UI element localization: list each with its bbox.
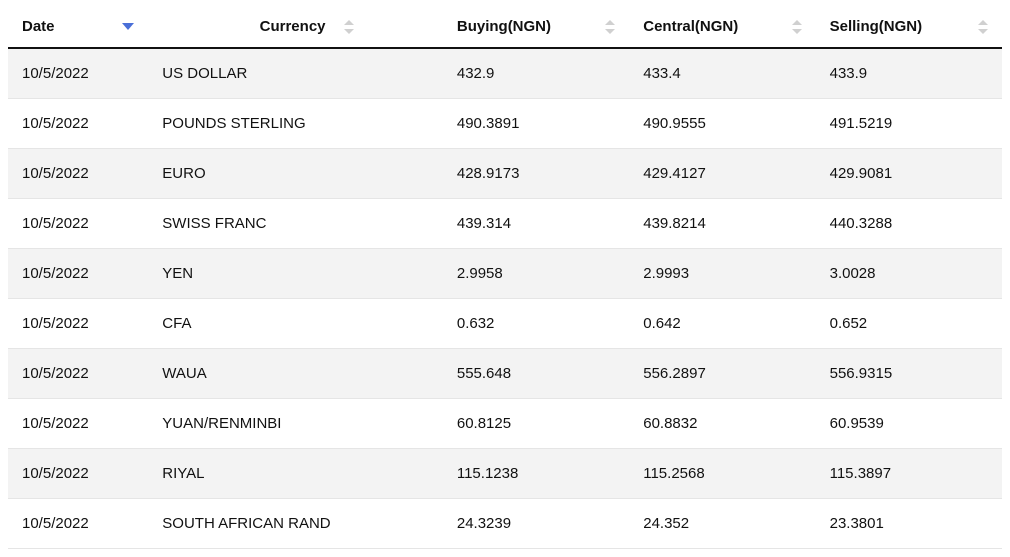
cell-currency: EURO (148, 149, 443, 199)
col-header-currency[interactable]: Currency (148, 8, 443, 48)
cell-currency: YUAN/RENMINBI (148, 399, 443, 449)
cell-currency: RIYAL (148, 449, 443, 499)
cell-selling: 0.652 (816, 299, 1002, 349)
cell-date: 10/5/2022 (8, 299, 148, 349)
table-row: 10/5/2022 POUNDS STERLING 490.3891 490.9… (8, 99, 1002, 149)
cell-selling: 3.0028 (816, 249, 1002, 299)
exchange-rates-table: Date Currency Buying(NGN) Cent (8, 8, 1002, 549)
col-header-selling[interactable]: Selling(NGN) (816, 8, 1002, 48)
table-row: 10/5/2022 YUAN/RENMINBI 60.8125 60.8832 … (8, 399, 1002, 449)
cell-currency: SOUTH AFRICAN RAND (148, 499, 443, 549)
cell-central: 24.352 (629, 499, 815, 549)
cell-date: 10/5/2022 (8, 48, 148, 99)
table-row: 10/5/2022 SOUTH AFRICAN RAND 24.3239 24.… (8, 499, 1002, 549)
table-row: 10/5/2022 YEN 2.9958 2.9993 3.0028 (8, 249, 1002, 299)
cell-buying: 0.632 (443, 299, 629, 349)
cell-central: 0.642 (629, 299, 815, 349)
cell-currency: POUNDS STERLING (148, 99, 443, 149)
cell-buying: 555.648 (443, 349, 629, 399)
sort-icon (605, 20, 615, 34)
col-header-label: Buying(NGN) (457, 18, 551, 35)
table-header-row: Date Currency Buying(NGN) Cent (8, 8, 1002, 48)
col-header-label: Selling(NGN) (830, 18, 923, 35)
cell-currency: SWISS FRANC (148, 199, 443, 249)
table-row: 10/5/2022 WAUA 555.648 556.2897 556.9315 (8, 349, 1002, 399)
cell-buying: 432.9 (443, 48, 629, 99)
cell-central: 2.9993 (629, 249, 815, 299)
sort-icon (792, 20, 802, 34)
cell-currency: US DOLLAR (148, 48, 443, 99)
cell-buying: 439.314 (443, 199, 629, 249)
cell-central: 60.8832 (629, 399, 815, 449)
table-row: 10/5/2022 RIYAL 115.1238 115.2568 115.38… (8, 449, 1002, 499)
sort-icon (344, 20, 354, 34)
cell-date: 10/5/2022 (8, 199, 148, 249)
cell-central: 429.4127 (629, 149, 815, 199)
cell-selling: 23.3801 (816, 499, 1002, 549)
table-row: 10/5/2022 US DOLLAR 432.9 433.4 433.9 (8, 48, 1002, 99)
cell-currency: YEN (148, 249, 443, 299)
sort-desc-icon (122, 23, 134, 30)
sort-icon (978, 20, 988, 34)
cell-buying: 60.8125 (443, 399, 629, 449)
cell-central: 115.2568 (629, 449, 815, 499)
cell-date: 10/5/2022 (8, 149, 148, 199)
cell-date: 10/5/2022 (8, 449, 148, 499)
cell-central: 490.9555 (629, 99, 815, 149)
cell-selling: 115.3897 (816, 449, 1002, 499)
cell-selling: 556.9315 (816, 349, 1002, 399)
cell-date: 10/5/2022 (8, 99, 148, 149)
col-header-buying[interactable]: Buying(NGN) (443, 8, 629, 48)
cell-buying: 115.1238 (443, 449, 629, 499)
col-header-date[interactable]: Date (8, 8, 148, 48)
cell-central: 433.4 (629, 48, 815, 99)
cell-selling: 433.9 (816, 48, 1002, 99)
table-row: 10/5/2022 SWISS FRANC 439.314 439.8214 4… (8, 199, 1002, 249)
cell-date: 10/5/2022 (8, 349, 148, 399)
cell-selling: 429.9081 (816, 149, 1002, 199)
cell-date: 10/5/2022 (8, 249, 148, 299)
cell-central: 439.8214 (629, 199, 815, 249)
cell-currency: CFA (148, 299, 443, 349)
table-body: 10/5/2022 US DOLLAR 432.9 433.4 433.9 10… (8, 48, 1002, 549)
cell-buying: 24.3239 (443, 499, 629, 549)
col-header-label: Currency (260, 18, 326, 35)
cell-date: 10/5/2022 (8, 399, 148, 449)
col-header-central[interactable]: Central(NGN) (629, 8, 815, 48)
cell-buying: 428.9173 (443, 149, 629, 199)
cell-date: 10/5/2022 (8, 499, 148, 549)
col-header-label: Date (22, 18, 55, 35)
col-header-label: Central(NGN) (643, 18, 738, 35)
cell-buying: 2.9958 (443, 249, 629, 299)
cell-buying: 490.3891 (443, 99, 629, 149)
cell-currency: WAUA (148, 349, 443, 399)
cell-selling: 440.3288 (816, 199, 1002, 249)
cell-selling: 491.5219 (816, 99, 1002, 149)
table-row: 10/5/2022 CFA 0.632 0.642 0.652 (8, 299, 1002, 349)
cell-central: 556.2897 (629, 349, 815, 399)
table-row: 10/5/2022 EURO 428.9173 429.4127 429.908… (8, 149, 1002, 199)
cell-selling: 60.9539 (816, 399, 1002, 449)
